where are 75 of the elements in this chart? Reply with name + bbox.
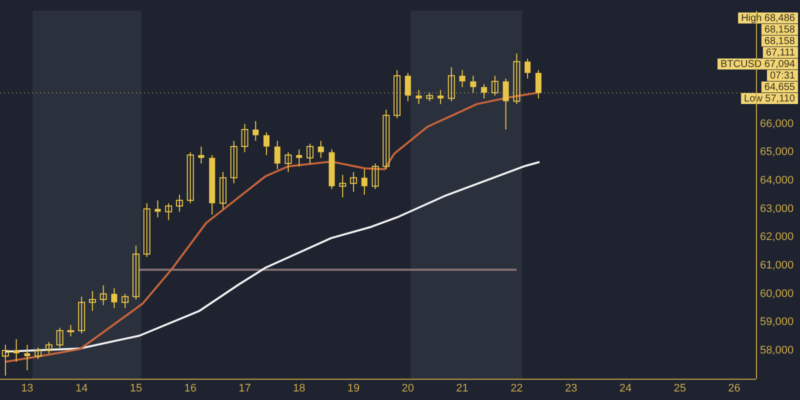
candlestick bbox=[122, 293, 129, 308]
candlestick bbox=[524, 58, 531, 80]
y-tick-label: 61,000 bbox=[760, 260, 794, 272]
candlestick bbox=[198, 146, 204, 164]
candlestick bbox=[2, 344, 9, 376]
candlestick bbox=[306, 143, 314, 164]
y-tick-label: 66,000 bbox=[760, 118, 794, 130]
candlestick bbox=[513, 52, 520, 105]
candlestick bbox=[470, 75, 476, 94]
candlestick bbox=[339, 174, 346, 198]
y-tick-label: 63,000 bbox=[760, 202, 794, 215]
candlestick bbox=[350, 172, 358, 192]
annotation: BTCUSD 67,094 bbox=[720, 58, 796, 70]
candlestick bbox=[416, 89, 422, 105]
x-tick-label: 20 bbox=[402, 382, 414, 394]
x-tick-label: 16 bbox=[184, 382, 196, 394]
candlestick bbox=[56, 327, 64, 348]
text: 67,111 bbox=[766, 47, 796, 58]
text: 68,158 bbox=[764, 24, 796, 36]
x-tick-label: 17 bbox=[238, 382, 251, 394]
x-tick-label: 13 bbox=[21, 382, 34, 394]
x-tick-label: 25 bbox=[674, 382, 686, 394]
y-tick-label: 60,000 bbox=[760, 288, 794, 300]
candlestick bbox=[241, 123, 248, 153]
candlestick bbox=[318, 140, 324, 158]
y-tick-label: 64,000 bbox=[760, 174, 794, 187]
candlestick bbox=[448, 66, 455, 102]
candlestick bbox=[361, 168, 368, 196]
candlestick bbox=[481, 84, 488, 99]
candlestick bbox=[274, 140, 280, 170]
candlestick bbox=[382, 109, 390, 170]
y-tick-label: 65,000 bbox=[760, 146, 794, 158]
candlestick bbox=[165, 202, 172, 221]
candlestick bbox=[502, 78, 509, 130]
candlestick bbox=[296, 148, 302, 167]
candlestick bbox=[535, 70, 542, 99]
candlestick bbox=[230, 140, 238, 184]
candlestick bbox=[45, 341, 52, 354]
candlestick bbox=[438, 89, 444, 105]
x-tick-label: 24 bbox=[619, 382, 632, 394]
x-tick-label: 19 bbox=[347, 382, 360, 394]
candlestick bbox=[88, 290, 96, 312]
candlestick bbox=[491, 75, 498, 96]
candlestick bbox=[264, 132, 270, 156]
candlestick bbox=[186, 152, 194, 204]
x-tick-label: 23 bbox=[564, 382, 578, 394]
text: 68,158 bbox=[764, 36, 796, 47]
x-tick-label: 26 bbox=[728, 382, 740, 394]
y-tick-label: 59,000 bbox=[760, 316, 794, 328]
candlestick bbox=[372, 163, 379, 190]
x-tick-label: 15 bbox=[130, 382, 142, 394]
x-tick-label: 14 bbox=[75, 382, 88, 394]
x-tick-label: 18 bbox=[293, 382, 306, 394]
candlestick bbox=[111, 288, 118, 308]
candlestick bbox=[13, 338, 20, 362]
candlestick bbox=[143, 202, 150, 258]
candlestick bbox=[100, 284, 107, 306]
candlestick bbox=[404, 72, 411, 102]
text: 64,655 bbox=[764, 82, 796, 93]
x-tick-label: 22 bbox=[510, 382, 523, 394]
candlestick bbox=[67, 324, 74, 337]
candlestick bbox=[252, 120, 259, 142]
candlestick bbox=[459, 70, 466, 88]
candlestick bbox=[394, 70, 401, 119]
annotation: High 68,486 bbox=[741, 12, 796, 24]
text: 07:31 bbox=[770, 70, 796, 82]
x-tick-label: 21 bbox=[456, 382, 468, 394]
candlestick bbox=[219, 172, 226, 210]
candlestick bbox=[78, 296, 86, 334]
candlestick bbox=[132, 245, 140, 300]
y-tick-label: 58,000 bbox=[760, 344, 794, 357]
candlestick bbox=[284, 152, 292, 173]
candlestick bbox=[34, 347, 42, 360]
y-tick-label: 62,000 bbox=[760, 231, 794, 244]
candlestick bbox=[176, 194, 183, 212]
